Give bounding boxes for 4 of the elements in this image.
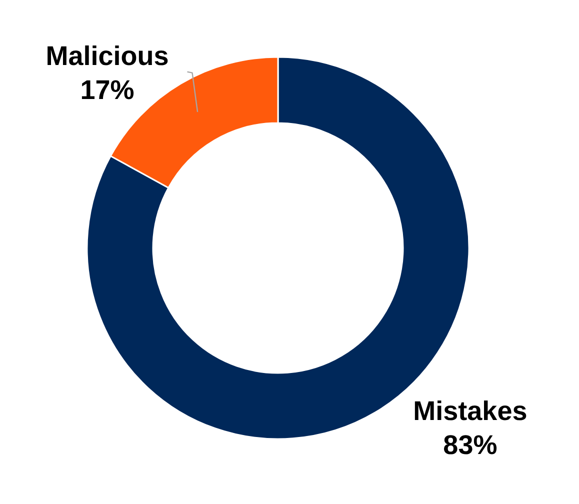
data-label: 83% bbox=[443, 430, 498, 460]
slice-label: Malicious bbox=[46, 40, 169, 71]
data-label: 17% bbox=[80, 74, 134, 105]
slice-label: Mistakes bbox=[413, 396, 528, 426]
